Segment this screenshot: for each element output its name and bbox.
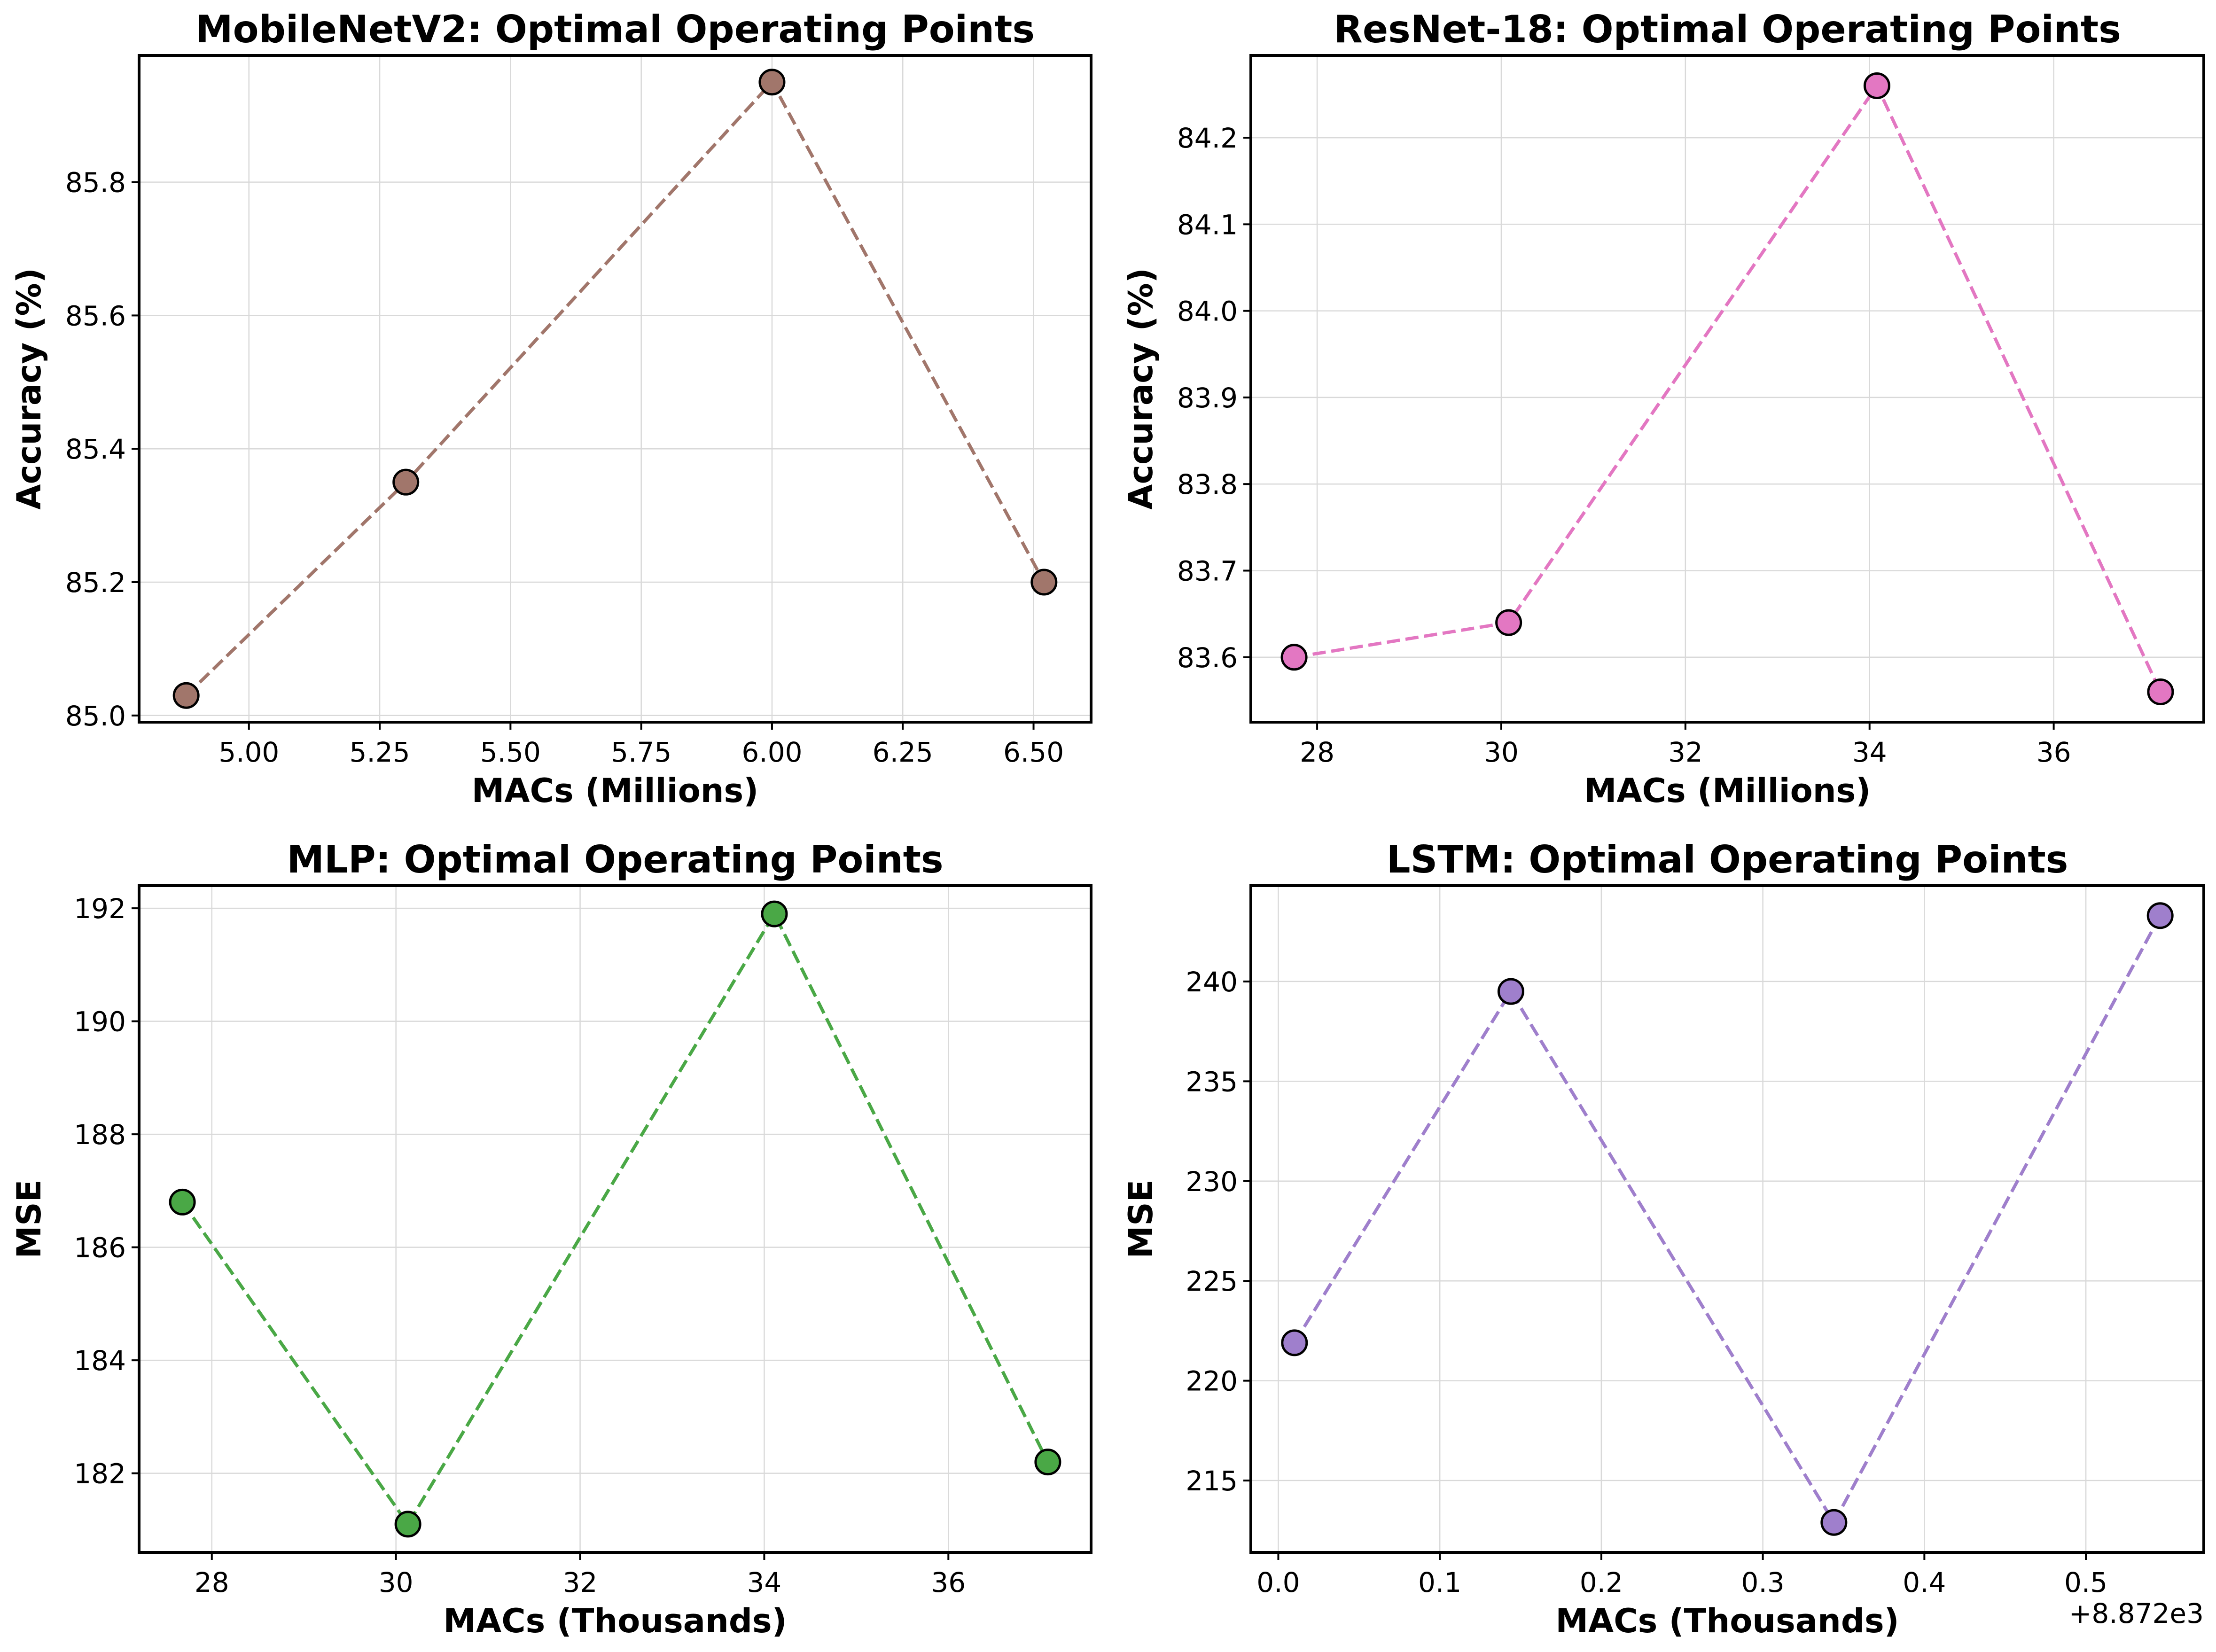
y-tick-label: 84.0 <box>1177 296 1238 327</box>
data-point <box>1497 978 1524 1005</box>
data-point <box>761 900 788 927</box>
x-axis-label: MACs (Millions) <box>1584 771 1871 810</box>
y-axis-label: MSE <box>10 1180 48 1259</box>
y-tick-label: 220 <box>1186 1365 1238 1397</box>
x-tick-label: 0.1 <box>1418 1566 1461 1598</box>
y-tick-label: 85.0 <box>65 700 126 732</box>
y-tick-label: 83.9 <box>1177 382 1238 414</box>
x-axis-label: MACs (Thousands) <box>1555 1602 1899 1640</box>
y-tick-label: 184 <box>74 1345 126 1377</box>
x-tick-label: 5.75 <box>611 736 671 768</box>
x-tick-label: 36 <box>931 1566 966 1598</box>
y-axis-label: Accuracy (%) <box>1122 268 1160 509</box>
plot-frame <box>138 884 1092 1554</box>
y-tick-label: 83.8 <box>1177 468 1238 500</box>
x-tick-label: 5.25 <box>349 736 410 768</box>
x-tick-label: 34 <box>747 1566 782 1598</box>
y-tick-label: 190 <box>74 1006 126 1038</box>
x-tick-label: 0.3 <box>1741 1566 1784 1598</box>
y-tick-label: 83.7 <box>1177 555 1238 587</box>
x-tick-label: 6.50 <box>1003 736 1064 768</box>
x-axis-label: MACs (Millions) <box>472 771 758 810</box>
y-tick-label: 192 <box>74 893 126 925</box>
y-axis-label: Accuracy (%) <box>10 268 48 509</box>
panel-1: 5.00 5.25 5.50 5.75 6.00 6.25 6.50 85.0 85.2 85.4… <box>10 8 1092 810</box>
y-tick-label: 235 <box>1186 1066 1238 1098</box>
y-tick-label: 186 <box>74 1232 126 1264</box>
x-offset-label: +8.872e3 <box>2069 1597 2204 1629</box>
x-tick-label: 32 <box>1668 736 1703 768</box>
x-tick-label: 28 <box>195 1566 229 1598</box>
plot-frame <box>1249 54 2205 724</box>
panel-3: 28 30 32 34 36 182 184 186 188 190 192 MLP: Optimal… <box>10 838 1092 1640</box>
x-tick-label: 34 <box>1852 736 1887 768</box>
chart-title: MLP: Optimal Operating Points <box>287 838 943 881</box>
data-point <box>2146 902 2174 929</box>
series-line <box>181 910 1050 1527</box>
data-point <box>169 1188 196 1216</box>
x-tick-label: 36 <box>2037 736 2071 768</box>
chart-title: ResNet-18: Optimal Operating Points <box>1334 8 2121 51</box>
y-tick-label: 182 <box>74 1458 126 1490</box>
plot-frame <box>138 54 1092 724</box>
series-line <box>185 79 1046 697</box>
x-tick-label: 30 <box>1484 736 1519 768</box>
chart-title: MobileNetV2: Optimal Operating Points <box>195 8 1035 51</box>
y-axis-label: MSE <box>1122 1180 1160 1259</box>
x-tick-label: 0.2 <box>1580 1566 1623 1598</box>
y-tick-label: 230 <box>1186 1166 1238 1198</box>
data-point <box>1495 609 1522 636</box>
y-tick-label: 84.1 <box>1177 209 1238 241</box>
x-tick-label: 28 <box>1300 736 1334 768</box>
x-tick-label: 6.00 <box>741 736 802 768</box>
y-tick-label: 240 <box>1186 966 1238 998</box>
x-tick-label: 5.00 <box>218 736 279 768</box>
series-line <box>1293 915 2162 1526</box>
data-point <box>2147 678 2174 705</box>
y-tick-label: 84.2 <box>1177 122 1238 154</box>
y-tick-label: 215 <box>1186 1465 1238 1497</box>
y-tick-label: 85.6 <box>65 300 126 332</box>
panel-4: 0.0 0.1 0.2 0.3 0.4 0.5 215 220 225 230 235 240 LSTM… <box>1122 838 2205 1640</box>
data-point <box>1034 1449 1061 1476</box>
data-point <box>172 682 200 709</box>
x-tick-label: 32 <box>563 1566 598 1598</box>
data-point <box>758 69 786 96</box>
data-point <box>392 468 420 496</box>
data-point <box>394 1511 421 1538</box>
panel-2: 28 30 32 34 36 83.6 83.7 83.8 83.9 84.0 84.1 84.2 Re… <box>1122 8 2205 810</box>
series-line <box>1294 82 2162 693</box>
chart-title: LSTM: Optimal Operating Points <box>1387 838 2068 881</box>
y-tick-label: 225 <box>1186 1265 1238 1297</box>
data-point <box>1030 569 1058 596</box>
data-point <box>1281 1329 1308 1356</box>
plot-frame <box>1249 884 2205 1554</box>
x-tick-label: 0.5 <box>2064 1566 2107 1598</box>
y-tick-label: 85.8 <box>65 167 126 199</box>
x-axis-label: MACs (Thousands) <box>443 1602 787 1640</box>
y-tick-label: 85.4 <box>65 433 126 465</box>
x-tick-label: 6.25 <box>873 736 933 768</box>
x-tick-label: 0.0 <box>1256 1566 1300 1598</box>
x-tick-label: 0.4 <box>1903 1566 1946 1598</box>
data-point <box>1820 1509 1848 1536</box>
data-point <box>1280 644 1308 671</box>
x-tick-label: 5.50 <box>480 736 541 768</box>
data-point <box>1863 72 1890 99</box>
y-tick-label: 85.2 <box>65 567 126 599</box>
y-tick-label: 83.6 <box>1177 642 1238 674</box>
x-tick-label: 30 <box>379 1566 414 1598</box>
y-tick-label: 188 <box>74 1119 126 1151</box>
